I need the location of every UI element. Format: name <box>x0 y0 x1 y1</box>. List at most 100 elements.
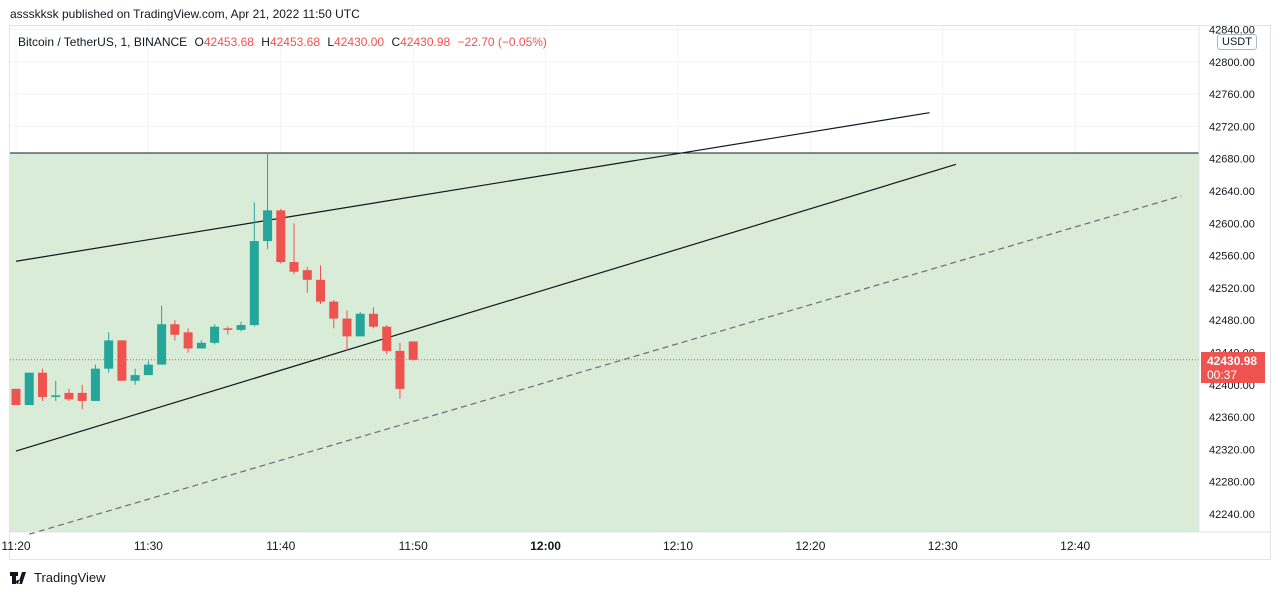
candle[interactable] <box>157 305 167 365</box>
candle-body <box>276 210 286 263</box>
high-value: 42453.68 <box>269 35 321 49</box>
candle[interactable] <box>395 342 405 399</box>
candle-body <box>170 324 180 335</box>
last-price-tag: 42430.98 00:37 <box>1201 352 1265 383</box>
time-tick-label: 12:40 <box>1060 539 1090 553</box>
candle-body <box>289 262 299 272</box>
candle-body <box>77 392 87 401</box>
price-tick-label: 42840.00 <box>1209 25 1255 37</box>
price-tick-label: 42320.00 <box>1209 444 1255 456</box>
candle[interactable] <box>77 384 87 410</box>
candle[interactable] <box>196 340 206 349</box>
candle[interactable] <box>24 372 34 405</box>
close-label: C <box>391 35 401 49</box>
close-value: 42430.98 <box>400 35 451 49</box>
candle[interactable] <box>51 380 61 401</box>
dashed-trend-line[interactable] <box>29 195 1182 535</box>
candle-body <box>210 326 220 343</box>
candle[interactable] <box>170 320 180 341</box>
shaded-zone[interactable] <box>10 153 1199 533</box>
candle[interactable] <box>408 341 418 361</box>
candle-body <box>157 324 167 365</box>
last-price-value: 42430.98 <box>1207 354 1258 368</box>
candle[interactable] <box>302 266 312 293</box>
candle[interactable] <box>263 152 273 250</box>
candle[interactable] <box>11 388 21 405</box>
candle-body <box>342 318 352 337</box>
price-tick-label: 42640.00 <box>1209 186 1255 198</box>
candle[interactable] <box>104 332 114 373</box>
chart-frame[interactable] <box>9 25 1271 560</box>
candle[interactable] <box>223 326 233 335</box>
price-tick-label: 42600.00 <box>1209 218 1255 230</box>
price-axis[interactable]: 42840.00 42800.00 42760.00 42720.00 42680.00… <box>1209 25 1255 522</box>
candle-body <box>223 328 233 330</box>
candle[interactable] <box>130 368 140 385</box>
price-tick-label: 42760.00 <box>1209 89 1255 101</box>
candle-body <box>316 279 326 302</box>
candle-body <box>11 388 21 405</box>
time-tick-label: 12:30 <box>928 539 958 553</box>
low-value: 42430.00 <box>334 35 385 49</box>
footer-brand-label: TradingView <box>34 570 106 585</box>
candle-body <box>329 301 339 319</box>
bar-countdown: 00:37 <box>1207 368 1238 382</box>
candle-body <box>51 395 61 397</box>
open-value: 42453.68 <box>203 35 254 49</box>
candle-body <box>183 332 193 349</box>
candle-body <box>37 372 47 397</box>
candle[interactable] <box>236 321 246 332</box>
price-tick-label: 42280.00 <box>1209 477 1255 489</box>
trend-line-1[interactable] <box>15 112 930 262</box>
price-tick-label: 42800.00 <box>1209 57 1255 69</box>
footer-brand[interactable]: TradingView <box>10 570 106 585</box>
candle-body <box>355 313 365 337</box>
time-tick-label: 12:10 <box>663 539 693 553</box>
candle[interactable] <box>329 300 339 329</box>
candle[interactable] <box>289 223 299 275</box>
time-tick-label: 12:20 <box>795 539 825 553</box>
candle-body <box>143 364 153 376</box>
candle[interactable] <box>368 307 378 329</box>
symbol-name[interactable]: Bitcoin / TetherUS, 1, BINANCE <box>18 35 188 49</box>
time-tick-label: 11:20 <box>1 539 30 553</box>
published-caption: asssk​ksk published on TradingView.com, … <box>10 7 360 21</box>
candle-body <box>117 340 127 381</box>
low-label: L <box>327 35 335 49</box>
candle-body <box>263 210 273 242</box>
candles <box>11 152 418 410</box>
high-label: H <box>261 35 270 49</box>
trend-line-2[interactable] <box>15 163 957 452</box>
candle[interactable] <box>382 325 392 355</box>
candle[interactable] <box>249 202 259 327</box>
time-tick-label: 11:40 <box>266 539 295 553</box>
time-tick-label: 12:00 <box>530 539 561 553</box>
price-tick-label: 42240.00 <box>1209 509 1255 521</box>
candle[interactable] <box>276 208 286 264</box>
candle[interactable] <box>210 324 220 345</box>
candle-body <box>196 342 206 349</box>
currency-unit-button[interactable]: USDT <box>1217 34 1257 50</box>
price-tick-label: 42480.00 <box>1209 315 1255 327</box>
open-label: O <box>194 35 204 49</box>
candle-body <box>90 368 100 401</box>
candle[interactable] <box>355 312 365 337</box>
candle[interactable] <box>143 360 153 376</box>
candle[interactable] <box>64 388 74 401</box>
symbol-legend: Bitcoin / TetherUS, 1, BINANCE O42453.68… <box>18 35 547 49</box>
time-axis[interactable]: 11:20 11:30 11:40 11:50 12:00 12:10 12:20 12:30… <box>1 539 1090 553</box>
trend-lines[interactable] <box>15 112 1182 535</box>
tradingview-logo-icon <box>10 571 26 584</box>
price-tick-label: 42520.00 <box>1209 283 1255 295</box>
price-tick-label: 42720.00 <box>1209 121 1255 133</box>
time-tick-label: 11:30 <box>134 539 163 553</box>
price-tick-label: 42560.00 <box>1209 251 1255 263</box>
candle-body <box>302 270 312 280</box>
candle[interactable] <box>183 328 193 353</box>
candle[interactable] <box>37 368 47 401</box>
candle[interactable] <box>316 265 326 305</box>
candle[interactable] <box>90 364 100 401</box>
candle[interactable] <box>342 310 352 351</box>
candle[interactable] <box>117 340 127 381</box>
